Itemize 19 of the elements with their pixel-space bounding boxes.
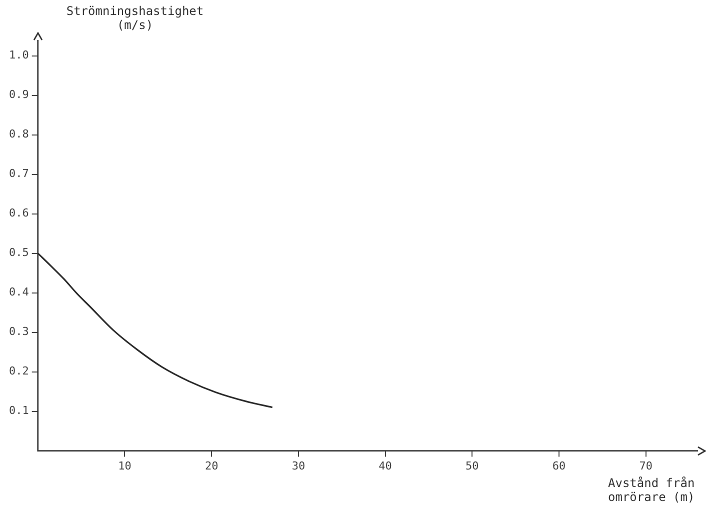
- x-tick-label: 50: [466, 459, 479, 472]
- y-tick-label: 1.0: [8, 48, 29, 62]
- x-tick-label: 40: [378, 459, 392, 472]
- x-tick-label: 20: [204, 459, 218, 472]
- x-tick-label: 30: [292, 459, 306, 472]
- y-axis-title: Strömningshastighet (m/s): [65, 4, 205, 32]
- x-tick-label: 10: [118, 459, 132, 472]
- x-axis-title: Avstånd från omrörare (m): [608, 476, 696, 504]
- x-tick-label: 60: [552, 459, 566, 472]
- y-tick-label: 0.4: [8, 286, 30, 299]
- y-tick-label: 0.9: [8, 88, 29, 102]
- y-tick-label: 0.7: [8, 167, 29, 180]
- y-tick-label: 0.1: [8, 404, 29, 418]
- y-tick-label: 0.5: [8, 246, 29, 260]
- x-tick-label: 70: [639, 459, 653, 472]
- y-tick-label: 0.2: [8, 364, 29, 378]
- y-tick-label: 0.8: [8, 128, 29, 141]
- y-tick-label: 0.3: [8, 325, 29, 338]
- y-tick-label: 0.6: [8, 206, 29, 220]
